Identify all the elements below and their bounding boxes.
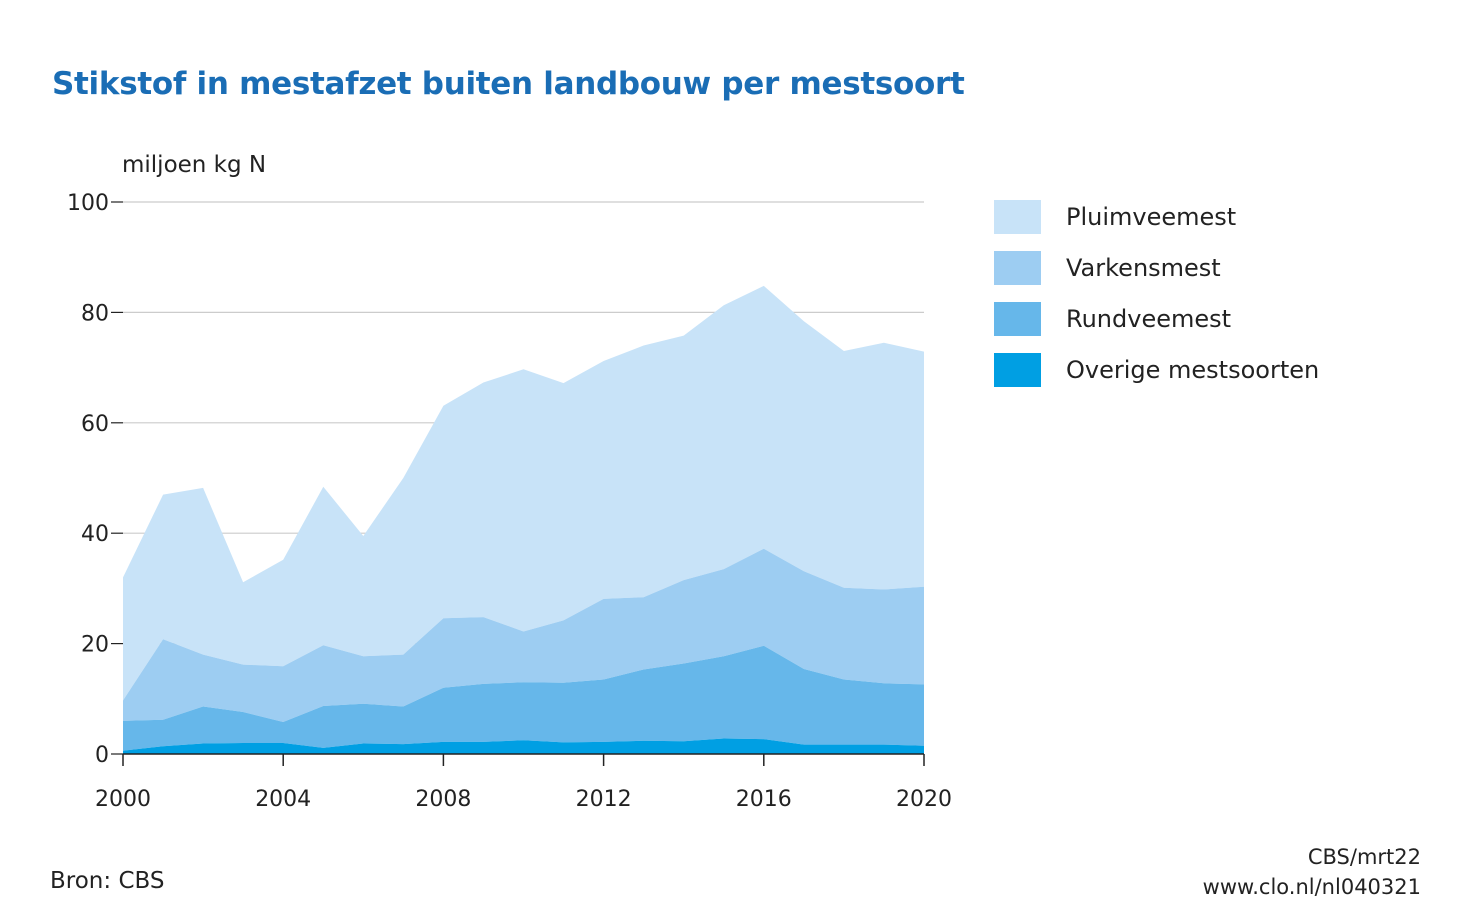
legend-swatch-varkensmest xyxy=(994,251,1041,285)
legend-swatch-pluimveemest xyxy=(994,200,1041,234)
legend-swatch-rundveemest xyxy=(994,302,1041,336)
legend-item-overige-mestsoorten: Overige mestsoorten xyxy=(994,353,1319,387)
y-tick-label-100: 100 xyxy=(67,191,109,216)
x-tick-labels: 2000 2004 2008 2012 2016 2020 xyxy=(95,787,952,812)
legend: Pluimveemest Varkensmest Rundveemest Overig… xyxy=(994,200,1319,404)
x-tick-label-2012: 2012 xyxy=(576,787,632,812)
x-tick-label-2020: 2020 xyxy=(896,787,952,812)
area-overige-mestsoorten xyxy=(123,738,924,754)
y-tick-label-60: 60 xyxy=(81,412,109,437)
y-tick-label-0: 0 xyxy=(95,743,109,768)
y-tick-label-40: 40 xyxy=(81,522,109,547)
legend-label-varkensmest: Varkensmest xyxy=(1066,254,1221,282)
area-rundveemest xyxy=(123,645,924,751)
legend-item-rundveemest: Rundveemest xyxy=(994,302,1319,336)
legend-label-rundveemest: Rundveemest xyxy=(1066,305,1232,333)
source-label: Bron: CBS xyxy=(50,868,165,894)
area-varkensmest xyxy=(123,548,924,722)
x-tick-label-2000: 2000 xyxy=(95,787,151,812)
chart-title: Stikstof in mestafzet buiten landbouw pe… xyxy=(52,66,965,102)
credits: CBS/mrt22 www.clo.nl/nl040321 xyxy=(1203,842,1421,902)
y-tick-label-80: 80 xyxy=(81,301,109,326)
legend-swatch-overige-mestsoorten xyxy=(994,353,1041,387)
y-tick-labels: 0 20 40 60 80 100 xyxy=(67,191,109,768)
y-tick-label-20: 20 xyxy=(81,633,109,658)
url-label: www.clo.nl/nl040321 xyxy=(1202,875,1421,899)
legend-label-overige-mestsoorten: Overige mestsoorten xyxy=(1066,356,1320,384)
credit-label: CBS/mrt22 xyxy=(1307,845,1421,869)
x-tick-label-2016: 2016 xyxy=(736,787,792,812)
legend-item-pluimveemest: Pluimveemest xyxy=(994,200,1319,234)
stacked-areas xyxy=(123,285,924,754)
x-tick-label-2004: 2004 xyxy=(255,787,311,812)
area-pluimveemest xyxy=(123,285,924,701)
x-tick-label-2008: 2008 xyxy=(415,787,471,812)
legend-label-pluimveemest: Pluimveemest xyxy=(1066,203,1237,231)
y-axis-label: miljoen kg N xyxy=(122,152,267,178)
axes xyxy=(111,201,925,766)
legend-item-varkensmest: Varkensmest xyxy=(994,251,1319,285)
